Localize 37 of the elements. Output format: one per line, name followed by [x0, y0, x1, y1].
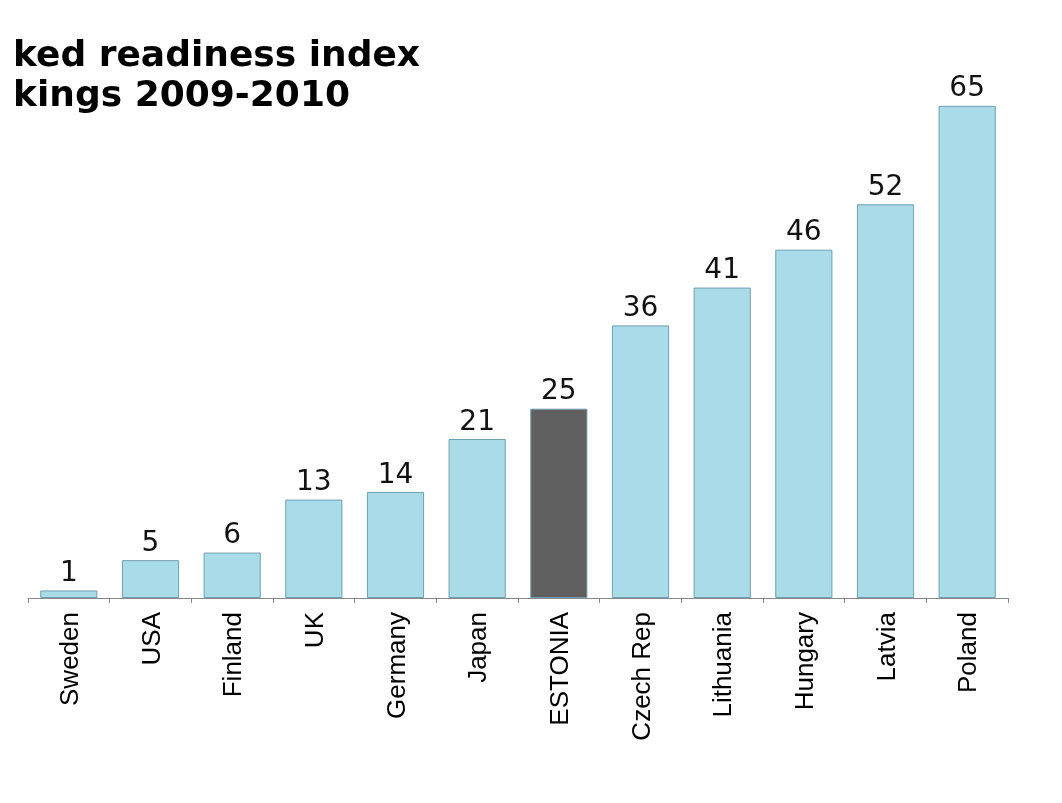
- x-tick-label: Lithuania: [707, 611, 738, 718]
- x-tick-label: Hungary: [788, 612, 819, 711]
- x-tick-label: Latvia: [870, 611, 901, 682]
- bar: [693, 287, 751, 598]
- bar: [285, 499, 343, 598]
- bar: [203, 552, 261, 598]
- x-tick-label: USA: [135, 611, 166, 666]
- bar: [611, 325, 670, 598]
- bar: [530, 408, 588, 598]
- data-label: 14: [377, 456, 414, 490]
- bar: [856, 204, 915, 598]
- data-label: 65: [949, 70, 985, 104]
- x-tick-label: Finland: [217, 612, 248, 698]
- data-label: 1: [59, 554, 78, 588]
- x-tick-label: Czech Rep: [625, 612, 656, 741]
- x-tick-label: ESTONIA: [543, 611, 574, 726]
- bar: [40, 590, 98, 598]
- bar: [775, 249, 833, 598]
- x-tick-label: Poland: [952, 612, 983, 693]
- bar: [448, 439, 506, 598]
- data-label: 6: [223, 517, 242, 551]
- data-label: 41: [704, 252, 740, 286]
- chart-title: ked readiness index kings 2009-2010: [13, 32, 421, 114]
- bar: [121, 560, 180, 598]
- bar: [366, 492, 425, 598]
- data-label: 36: [622, 289, 659, 323]
- x-tick-label: Sweden: [53, 612, 84, 706]
- data-label: 5: [141, 524, 160, 558]
- data-label: 25: [541, 373, 577, 407]
- data-label: 21: [459, 403, 495, 437]
- bar: [938, 105, 996, 598]
- x-tick-label: Japan: [462, 612, 493, 683]
- data-label: 46: [786, 214, 822, 248]
- data-label: 13: [296, 464, 332, 498]
- x-tick-label: UK: [298, 611, 329, 649]
- data-label: 52: [867, 168, 904, 202]
- x-tick-label: Germany: [380, 612, 411, 719]
